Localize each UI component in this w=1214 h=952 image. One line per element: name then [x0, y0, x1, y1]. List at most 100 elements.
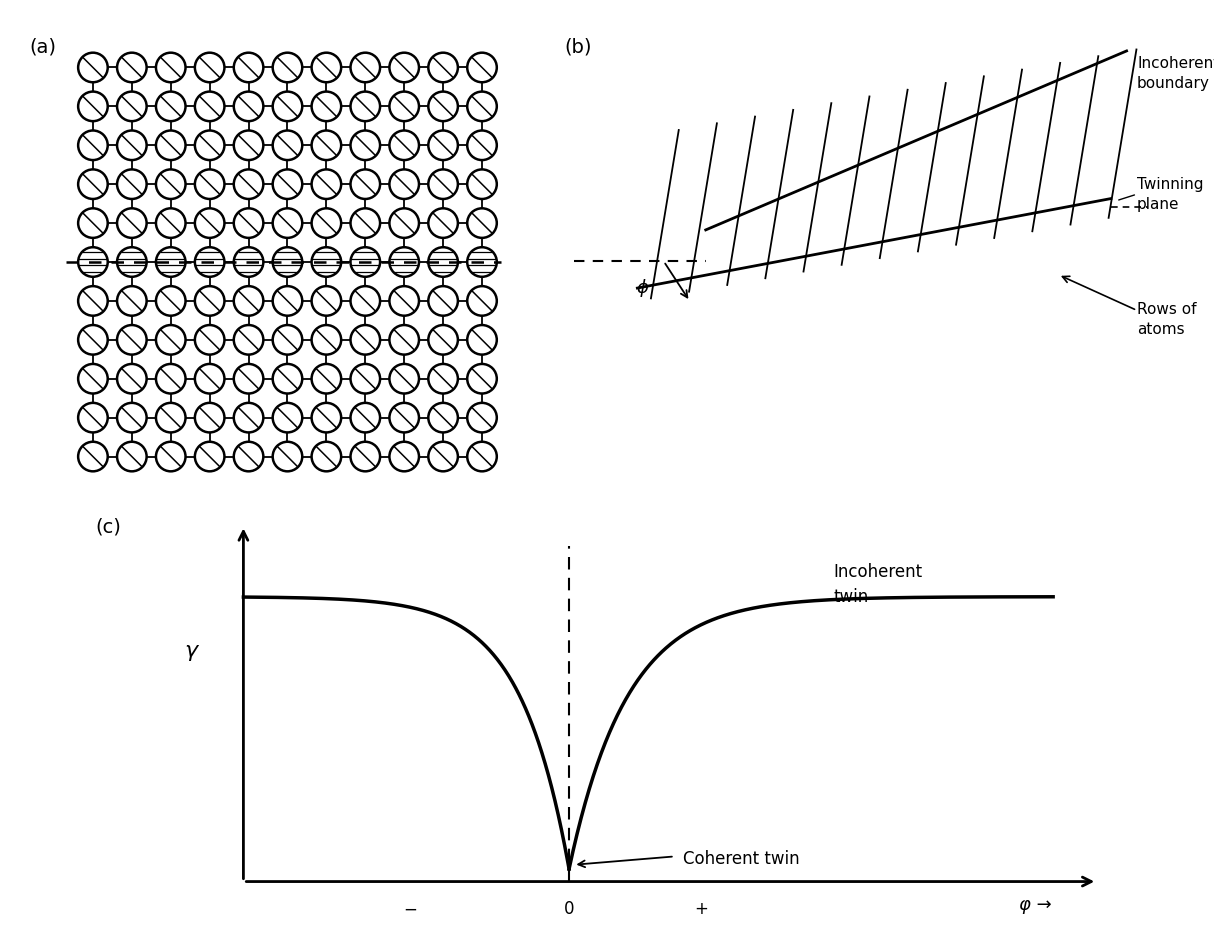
Circle shape — [273, 248, 302, 277]
Circle shape — [467, 91, 497, 121]
Circle shape — [117, 52, 147, 82]
Circle shape — [351, 364, 380, 393]
Circle shape — [390, 287, 419, 316]
Circle shape — [78, 325, 108, 354]
Circle shape — [429, 169, 458, 199]
Text: γ: γ — [185, 641, 197, 662]
Text: ϕ: ϕ — [636, 279, 648, 297]
Circle shape — [117, 169, 147, 199]
Circle shape — [155, 52, 186, 82]
Circle shape — [155, 325, 186, 354]
Circle shape — [390, 130, 419, 160]
Circle shape — [117, 208, 147, 238]
Circle shape — [195, 442, 225, 471]
Circle shape — [78, 364, 108, 393]
Circle shape — [351, 325, 380, 354]
Text: Incoherent
twin: Incoherent twin — [833, 563, 923, 605]
Circle shape — [155, 208, 186, 238]
Circle shape — [390, 364, 419, 393]
Text: (c): (c) — [96, 517, 121, 536]
Circle shape — [467, 325, 497, 354]
Circle shape — [155, 169, 186, 199]
Circle shape — [351, 208, 380, 238]
Circle shape — [312, 325, 341, 354]
Circle shape — [273, 208, 302, 238]
Circle shape — [117, 91, 147, 121]
Circle shape — [312, 287, 341, 316]
Circle shape — [429, 403, 458, 432]
Circle shape — [390, 442, 419, 471]
Circle shape — [117, 364, 147, 393]
Text: Coherent twin: Coherent twin — [683, 849, 800, 867]
Circle shape — [155, 91, 186, 121]
Circle shape — [78, 130, 108, 160]
Text: Incoherent
boundary: Incoherent boundary — [1138, 56, 1214, 90]
Circle shape — [467, 208, 497, 238]
Circle shape — [429, 248, 458, 277]
Circle shape — [155, 248, 186, 277]
Circle shape — [234, 91, 263, 121]
Circle shape — [273, 130, 302, 160]
Circle shape — [155, 442, 186, 471]
Circle shape — [273, 442, 302, 471]
Text: Rows of
atoms: Rows of atoms — [1138, 302, 1197, 337]
Circle shape — [351, 130, 380, 160]
Circle shape — [234, 130, 263, 160]
Circle shape — [273, 52, 302, 82]
Circle shape — [390, 169, 419, 199]
Circle shape — [312, 403, 341, 432]
Circle shape — [78, 169, 108, 199]
Circle shape — [390, 248, 419, 277]
Circle shape — [117, 442, 147, 471]
Circle shape — [390, 325, 419, 354]
Text: φ →: φ → — [1020, 896, 1051, 914]
Circle shape — [273, 91, 302, 121]
Circle shape — [467, 130, 497, 160]
Circle shape — [234, 364, 263, 393]
Circle shape — [78, 208, 108, 238]
Circle shape — [429, 287, 458, 316]
Circle shape — [234, 169, 263, 199]
Circle shape — [429, 364, 458, 393]
Circle shape — [78, 287, 108, 316]
Circle shape — [117, 130, 147, 160]
Circle shape — [195, 287, 225, 316]
Circle shape — [467, 403, 497, 432]
Circle shape — [467, 52, 497, 82]
Circle shape — [351, 287, 380, 316]
Circle shape — [429, 52, 458, 82]
Circle shape — [195, 248, 225, 277]
Text: −: − — [404, 901, 418, 919]
Text: (a): (a) — [29, 37, 57, 56]
Circle shape — [78, 442, 108, 471]
Circle shape — [117, 287, 147, 316]
Circle shape — [234, 442, 263, 471]
Circle shape — [467, 364, 497, 393]
Circle shape — [429, 442, 458, 471]
Circle shape — [273, 325, 302, 354]
Circle shape — [312, 248, 341, 277]
Circle shape — [390, 52, 419, 82]
Text: 0: 0 — [563, 901, 574, 919]
Circle shape — [467, 287, 497, 316]
Circle shape — [155, 287, 186, 316]
Circle shape — [117, 248, 147, 277]
Circle shape — [273, 169, 302, 199]
Circle shape — [195, 208, 225, 238]
Circle shape — [195, 169, 225, 199]
Circle shape — [429, 325, 458, 354]
Text: Twinning
plane: Twinning plane — [1138, 177, 1203, 211]
Circle shape — [351, 248, 380, 277]
Circle shape — [273, 364, 302, 393]
Circle shape — [273, 403, 302, 432]
Text: +: + — [694, 901, 708, 919]
Circle shape — [429, 208, 458, 238]
Circle shape — [467, 248, 497, 277]
Circle shape — [351, 442, 380, 471]
Circle shape — [312, 52, 341, 82]
Circle shape — [195, 325, 225, 354]
Text: (b): (b) — [565, 37, 592, 56]
Circle shape — [234, 403, 263, 432]
Circle shape — [155, 364, 186, 393]
Circle shape — [390, 403, 419, 432]
